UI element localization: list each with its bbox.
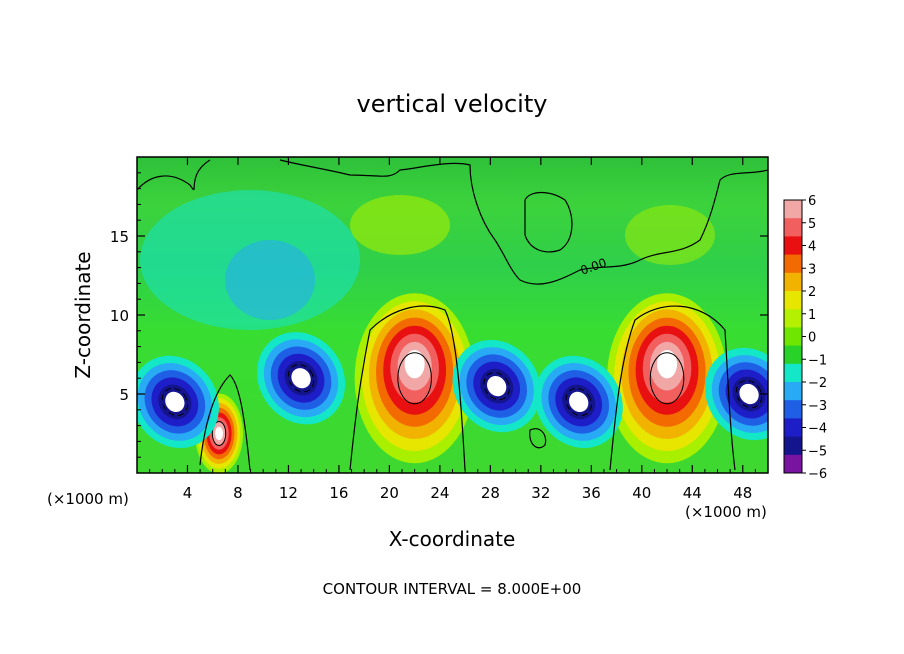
colorbar-tick-label: −2 xyxy=(808,376,827,391)
colorbar-swatch xyxy=(784,218,802,237)
x-tick-label: 44 xyxy=(683,484,702,502)
x-tick-label: 48 xyxy=(733,484,752,502)
negative-contour xyxy=(287,364,315,393)
x-tick-label: 20 xyxy=(380,484,399,502)
zero-contour xyxy=(529,428,547,449)
colorbar-swatch xyxy=(784,418,802,438)
colorbar-tick-label: −5 xyxy=(808,444,827,459)
zero-contour xyxy=(349,305,466,471)
zero-contour xyxy=(199,374,251,471)
positive-contour xyxy=(649,352,685,405)
colorbar-swatch xyxy=(784,400,802,419)
x-tick-label: 4 xyxy=(183,484,193,502)
downdraft-band xyxy=(487,376,507,397)
y-axis: 5 10 15 xyxy=(110,172,768,458)
yellow-region xyxy=(350,195,450,255)
x-axis-label: X-coordinate xyxy=(389,527,516,551)
negative-contour xyxy=(565,387,592,416)
x-tick-label: 32 xyxy=(531,484,550,502)
colorbar-tick-label: −6 xyxy=(808,467,827,482)
x-tick-label: 16 xyxy=(329,484,348,502)
colorbar-swatch xyxy=(784,454,802,474)
colorbar-swatch xyxy=(784,200,802,219)
positive-contour xyxy=(397,352,432,405)
x-tick-label: 12 xyxy=(279,484,298,502)
colorbar-tick-label: −3 xyxy=(808,399,827,414)
x-axis: 4 8 12 16 20 24 28 32 36 40 44 48 xyxy=(149,157,756,502)
y-axis-label: Z-coordinate xyxy=(71,251,95,378)
colorbar-swatch xyxy=(784,236,802,256)
cyan-region xyxy=(225,240,315,320)
colorbar-swatch xyxy=(784,327,802,347)
colorbar-swatch xyxy=(784,345,802,365)
downdraft-band xyxy=(569,391,589,412)
colorbar-tick-label: 6 xyxy=(808,194,816,209)
updraft-band xyxy=(215,426,224,441)
zero-contour xyxy=(609,305,736,471)
zero-contour-lines xyxy=(137,159,768,471)
colorbar-tick-label: 2 xyxy=(808,285,816,300)
updraft-band xyxy=(404,350,425,379)
colorbar-tick-label: −1 xyxy=(808,353,827,368)
x-tick-label: 40 xyxy=(632,484,651,502)
updraft-band xyxy=(657,350,678,379)
colorbar-swatch xyxy=(784,382,802,401)
x-tick-label: 36 xyxy=(582,484,601,502)
x-unit-right: (×1000 m) xyxy=(685,503,767,521)
downdraft-band xyxy=(739,383,759,405)
feature-group xyxy=(137,293,768,473)
contour-interval-note: CONTOUR INTERVAL = 8.000E+00 xyxy=(323,580,582,598)
zero-contour xyxy=(137,159,768,285)
colorbar-swatch xyxy=(784,436,802,456)
negative-contour xyxy=(483,372,510,401)
downdraft-band xyxy=(165,391,185,412)
colorbar-swatch xyxy=(784,309,802,328)
positive-contour xyxy=(211,421,227,446)
zero-contour xyxy=(524,191,573,253)
x-tick-label: 24 xyxy=(430,484,449,502)
negative-contour xyxy=(735,379,763,409)
heatmap-field xyxy=(137,157,768,473)
colorbar-swatch xyxy=(784,272,802,292)
colorbar-tick-label: 4 xyxy=(808,240,816,255)
colorbar-swatch xyxy=(784,254,802,274)
colorbar-tick-label: 0 xyxy=(808,331,816,346)
colorbar-tick-label: −4 xyxy=(808,422,827,437)
colorbar-tick-label: 1 xyxy=(808,308,816,323)
y-tick-label: 15 xyxy=(110,228,129,246)
colorbar-swatch xyxy=(784,291,802,310)
colorbar-swatch xyxy=(784,363,802,383)
yellow-region xyxy=(625,205,715,265)
negative-contour xyxy=(161,387,189,416)
y-tick-label: 5 xyxy=(119,386,129,404)
x-tick-label: 28 xyxy=(481,484,500,502)
x-unit-left: (×1000 m) xyxy=(47,490,129,508)
colorbar: 6 5 4 3 2 1 0 −1 −2 −3 −4 −5 −6 xyxy=(783,194,827,482)
colorbar-tick-label: 5 xyxy=(808,217,816,232)
chart-title: vertical velocity xyxy=(357,90,548,118)
colorbar-tick-label: 3 xyxy=(808,262,816,277)
x-tick-label: 8 xyxy=(233,484,243,502)
y-tick-label: 10 xyxy=(110,307,129,325)
downdraft-band xyxy=(291,368,311,389)
